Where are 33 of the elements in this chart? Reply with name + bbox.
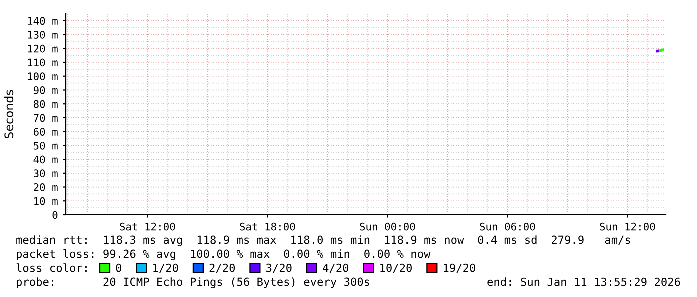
legend-label: 10/20 xyxy=(380,264,412,274)
y-tick-label: 70 m xyxy=(34,114,58,122)
y-axis-title: Seconds xyxy=(4,90,14,139)
legend-title: loss color: xyxy=(16,264,87,272)
y-tick-label: 130 m xyxy=(28,31,58,39)
y-tick-label: 110 m xyxy=(28,58,58,67)
legend-label: 1/20 xyxy=(154,264,178,274)
legend-label: 19/20 xyxy=(444,264,476,274)
y-tick-label: 50 m xyxy=(34,142,58,150)
y-tick-label: 10 m xyxy=(34,197,58,206)
y-tick-label: 0 xyxy=(52,211,58,220)
y-tick-label: 40 m xyxy=(34,156,58,164)
x-tick-label: Sun 12:00 xyxy=(600,222,656,231)
y-tick-label: 90 m xyxy=(34,86,58,94)
text: probe: 20 ICMP Echo Pings (56 Bytes) every 300s xyxy=(17,278,370,288)
text: packet loss: 99.26 % avg 100.00 % max 0.00 % min 0.00 % now xyxy=(17,250,431,260)
legend-label: 3/20 xyxy=(266,264,292,274)
legend-label: 4/20 xyxy=(323,264,349,274)
y-tick-label: 80 m xyxy=(34,100,58,108)
legend-label: 0 xyxy=(116,264,122,272)
x-tick-label: Sat 12:00 xyxy=(120,222,176,231)
legend-label: 2/20 xyxy=(210,264,236,274)
y-tick-label: 30 m xyxy=(34,170,58,178)
y-tick-label: 60 m xyxy=(34,128,58,136)
y-tick-label: 20 m xyxy=(34,184,58,192)
text: median rtt: 118.3 ms avg 118.9 ms max 118.0 ms min 118.9 ms now 0.4 ms sd 279.9 am/s xyxy=(16,236,630,246)
x-tick-label: Sun 06:00 xyxy=(480,222,536,231)
y-tick-label: 140 m xyxy=(28,17,58,26)
x-tick-label: Sat 18:00 xyxy=(240,222,296,231)
x-tick-label: Sun 00:00 xyxy=(360,222,416,231)
y-tick-label: 120 m xyxy=(28,44,58,53)
text: end: Sun Jan 11 13:55:29 2026 xyxy=(488,278,680,286)
y-tick-label: 100 m xyxy=(28,72,58,81)
